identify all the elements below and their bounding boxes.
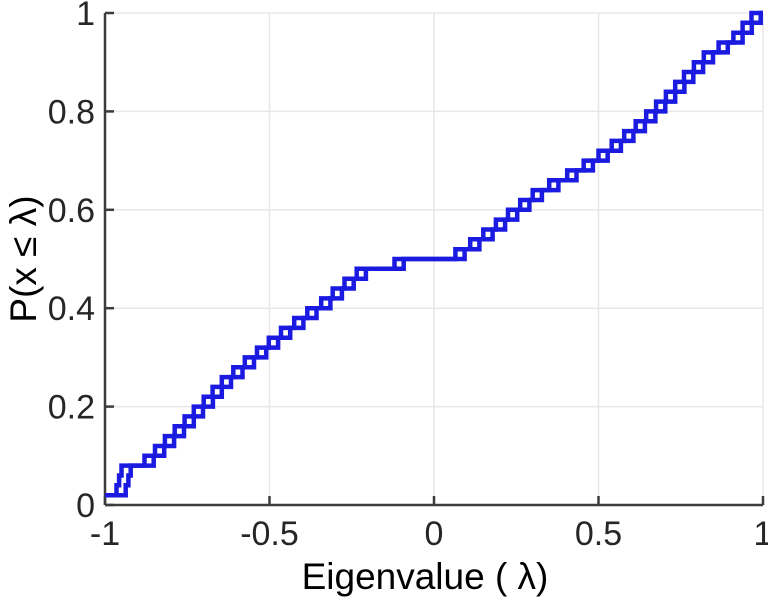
- y-tick-label: 1: [76, 0, 95, 33]
- x-tick-label: -1: [90, 515, 120, 553]
- y-tick-label: 0: [76, 487, 95, 525]
- x-axis-label: Eigenvalue ( λ): [302, 556, 549, 597]
- ecdf-secondary: [105, 10, 763, 498]
- y-tick-label: 0.4: [48, 290, 95, 328]
- y-axis-label: P(x ≤ λ): [3, 195, 44, 322]
- y-tick-label: 0.2: [48, 389, 95, 427]
- x-tick-label: 1: [754, 515, 768, 553]
- y-tick-label: 0.8: [48, 93, 95, 131]
- ecdf-curve: [105, 10, 763, 498]
- x-tick-labels: -1 -0.5 0 0.5 1: [90, 515, 768, 553]
- x-tick-label: 0.5: [575, 515, 622, 553]
- x-tick-label: -0.5: [240, 515, 299, 553]
- x-tick-label: 0: [425, 515, 444, 553]
- tick-marks: [103, 11, 765, 507]
- y-tick-labels: 0 0.2 0.4 0.6 0.8 1: [48, 0, 95, 525]
- y-tick-label: 0.6: [48, 192, 95, 230]
- ecdf-primary: [105, 10, 763, 498]
